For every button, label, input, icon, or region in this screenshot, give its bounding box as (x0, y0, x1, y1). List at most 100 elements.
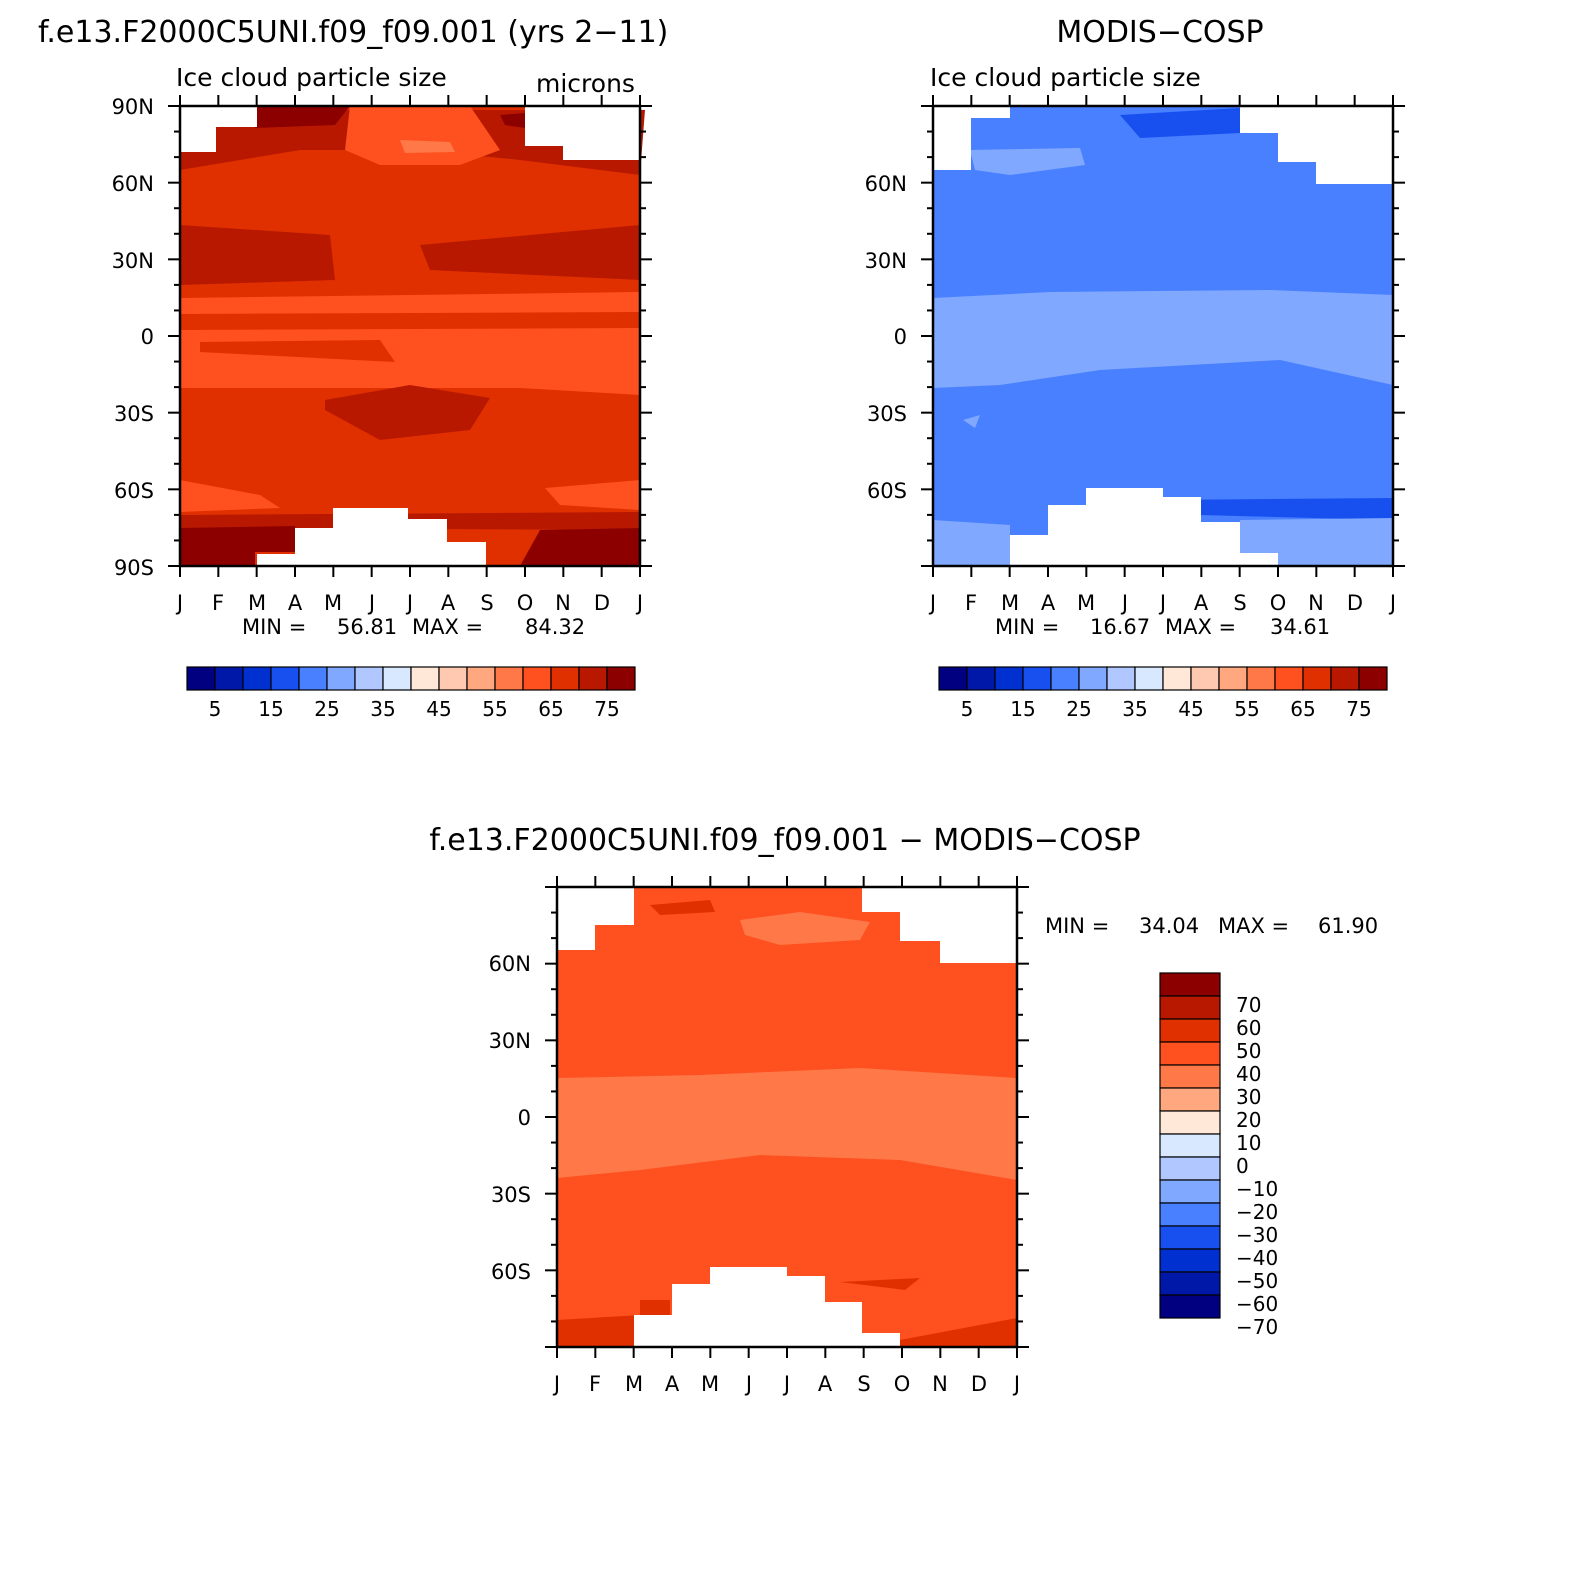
diff-colorbar-swatch (1159, 1110, 1221, 1135)
obs-contour-antarctic-light-west (933, 520, 1010, 566)
obs-colorbar-swatch (1106, 666, 1136, 691)
model-contour-eq-band (180, 312, 640, 330)
model-x-tick-label: J (175, 591, 183, 615)
model-min-label: MIN = (242, 615, 306, 639)
obs-colorbar-label: 35 (1122, 697, 1147, 721)
diff-colorbar-label: −50 (1236, 1269, 1278, 1293)
obs-colorbar-swatch (994, 666, 1024, 691)
obs-colorbar-swatch (1162, 666, 1192, 691)
diff-title: f.e13.F2000C5UNI.f09_f09.001 − MODIS−COS… (429, 823, 1140, 858)
model-colorbar-swatch (242, 666, 272, 691)
diff-x-tick-label: N (932, 1372, 948, 1396)
model-y-axis: 90N 60N 30N 0 30S 60S 90S (112, 95, 154, 580)
obs-colorbar-label: 25 (1066, 697, 1091, 721)
diff-field (555, 885, 1019, 1349)
diff-x-tick-label: S (857, 1372, 870, 1396)
diff-colorbar-label: −30 (1236, 1223, 1278, 1247)
model-panel: f.e13.F2000C5UNI.f09_f09.001 (yrs 2−11) … (38, 15, 668, 721)
obs-mask-south (1010, 488, 1278, 566)
diff-panel: f.e13.F2000C5UNI.f09_f09.001 − MODIS−COS… (429, 823, 1378, 1396)
obs-x-tick-label: J (1120, 591, 1128, 615)
obs-panel: MODIS−COSP Ice cloud particle size 60N 3… (865, 15, 1397, 721)
obs-y-tick-label: 60N (865, 172, 907, 196)
obs-colorbar-label: 55 (1234, 697, 1259, 721)
diff-x-tick-label: O (894, 1372, 911, 1396)
model-colorbar-swatch (438, 666, 468, 691)
diff-x-tick-label: M (625, 1372, 643, 1396)
model-y-tick-label: 30N (112, 249, 154, 273)
obs-max-value: 34.61 (1270, 615, 1330, 639)
diff-x-axis: J F M A M J J A S O N D J (552, 1372, 1020, 1396)
diff-colorbar-label: −40 (1236, 1246, 1278, 1270)
model-colorbar-label: 45 (426, 697, 451, 721)
obs-contour-small (963, 415, 980, 428)
model-contour-antarctic-east (520, 528, 640, 566)
model-colorbar-swatch (186, 666, 216, 691)
obs-colorbar-label: 65 (1290, 697, 1315, 721)
obs-title: MODIS−COSP (1056, 15, 1263, 50)
model-contour-so-east (545, 480, 640, 510)
model-colorbar-swatch (354, 666, 384, 691)
obs-y-tick-label: 30N (865, 249, 907, 273)
diff-max-value: 61.90 (1318, 914, 1378, 938)
obs-x-tick-label: D (1347, 591, 1363, 615)
obs-y-axis: 60N 30N 0 30S 60S (865, 172, 907, 503)
obs-colorbar-label: 75 (1346, 697, 1371, 721)
model-x-tick-label: A (441, 591, 456, 615)
model-contour-sh-max (325, 385, 490, 440)
diff-colorbar-swatch (1159, 1202, 1221, 1227)
model-colorbar-swatch (382, 666, 412, 691)
obs-x-tick-label: O (1270, 591, 1287, 615)
model-max-value: 84.32 (525, 615, 585, 639)
obs-y-tick-label: 30S (867, 402, 907, 426)
model-contour-sh-mid (180, 432, 300, 470)
diff-colorbar-label: 0 (1236, 1154, 1249, 1178)
model-y-tick-label: 90S (114, 556, 154, 580)
model-mask-north-west (180, 106, 257, 152)
obs-colorbar (938, 666, 1388, 691)
model-colorbar-swatch (578, 666, 608, 691)
obs-x-tick-label: J (928, 591, 936, 615)
obs-colorbar-swatch (1050, 666, 1080, 691)
diff-x-tick-label: F (589, 1372, 601, 1396)
obs-colorbar-label: 5 (961, 697, 974, 721)
model-colorbar-label: 35 (370, 697, 395, 721)
diff-colorbar-swatch (1159, 972, 1221, 997)
diff-x-tick-label: M (701, 1372, 719, 1396)
model-contour-nh-west (180, 225, 335, 285)
model-colorbar (186, 666, 636, 691)
model-contour-nh-east (420, 225, 640, 280)
diff-x-tick-label: J (1012, 1372, 1020, 1396)
diff-colorbar-swatch (1159, 1271, 1221, 1296)
obs-contour-antarctic-light-east (1240, 518, 1393, 566)
obs-min-label: MIN = (995, 615, 1059, 639)
diff-min-label: MIN = (1045, 914, 1109, 938)
model-x-tick-label: S (480, 591, 493, 615)
model-x-tick-label: D (594, 591, 610, 615)
obs-x-tick-label: M (1077, 591, 1095, 615)
diff-x-tick-label: D (971, 1372, 987, 1396)
model-minmax: MIN = 56.81 MAX = 84.32 (242, 615, 585, 639)
model-colorbar-swatch (494, 666, 524, 691)
diff-colorbar-swatch (1159, 1248, 1221, 1273)
model-colorbar-swatch (214, 666, 244, 691)
obs-colorbar-swatch (1358, 666, 1388, 691)
obs-min-value: 16.67 (1090, 615, 1150, 639)
diff-minmax: MIN = 34.04 MAX = 61.90 (1045, 914, 1378, 938)
model-contour-arctic-fall (500, 113, 525, 128)
model-x-axis: J F M A M J J A S O N D J (175, 591, 643, 615)
model-x-tick-label: N (555, 591, 571, 615)
model-colorbar-label: 5 (209, 697, 222, 721)
model-colorbar-swatch (606, 666, 636, 691)
diff-colorbar-swatch (1159, 1064, 1221, 1089)
obs-colorbar-swatch (1218, 666, 1248, 691)
model-colorbar-label: 25 (314, 697, 339, 721)
model-x-tick-label: M (248, 591, 266, 615)
model-contour-arctic-spring (255, 106, 350, 128)
diff-colorbar-label: −10 (1236, 1177, 1278, 1201)
model-y-tick-label: 60N (112, 172, 154, 196)
obs-y-tick-label: 0 (894, 325, 907, 349)
diff-colorbar (1159, 972, 1221, 1319)
model-colorbar-label: 75 (594, 697, 619, 721)
obs-colorbar-swatch (1330, 666, 1360, 691)
